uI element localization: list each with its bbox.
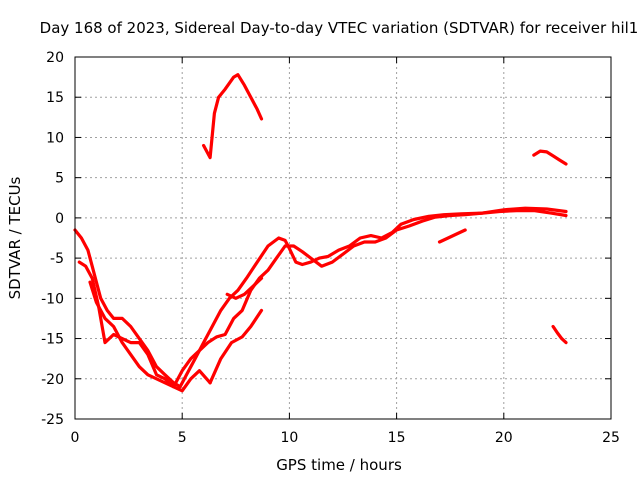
y-tick-label: -5 (50, 251, 64, 267)
series-arc-1-upper (73, 206, 568, 389)
y-tick-label: 10 (46, 130, 64, 146)
y-tick-label: -20 (41, 372, 64, 388)
grid-layer (75, 57, 611, 419)
series-arc-7-late-high (532, 149, 568, 166)
x-tick-label: 5 (178, 430, 187, 446)
x-tick-label: 15 (388, 430, 406, 446)
series-arc-5-late-low (437, 228, 467, 244)
series-arc-1-lower (77, 209, 568, 389)
series-arc-3-rise (208, 308, 264, 385)
tick-layer: 0 5 10 15 20 25 -25 -20 -15 -10 -5 0 5 10 15 20 (41, 50, 620, 446)
y-tick-label: 5 (55, 171, 64, 187)
y-tick-label: -25 (41, 412, 64, 428)
x-tick-label: 20 (495, 430, 513, 446)
x-tick-label: 25 (602, 430, 620, 446)
y-axis-label: SDTVAR / TECUs (6, 176, 24, 299)
y-tick-label: -15 (41, 332, 64, 348)
plot-frame (74, 56, 612, 420)
x-axis-label: GPS time / hours (276, 456, 402, 474)
series-arc-2-dip (88, 280, 212, 393)
series-arc-8-late-low (551, 324, 568, 345)
y-tick-label: 15 (46, 90, 64, 106)
series-arc-4-mid (225, 276, 264, 300)
x-tick-label: 10 (280, 430, 298, 446)
chart-title: Day 168 of 2023, Sidereal Day-to-day VTE… (40, 19, 639, 37)
series-arc-6-high (202, 73, 264, 160)
y-tick-label: 0 (55, 211, 64, 227)
y-tick-label: -10 (41, 291, 64, 307)
y-tick-label: 20 (46, 50, 64, 66)
series-layer (73, 73, 568, 393)
x-tick-label: 0 (71, 430, 80, 446)
